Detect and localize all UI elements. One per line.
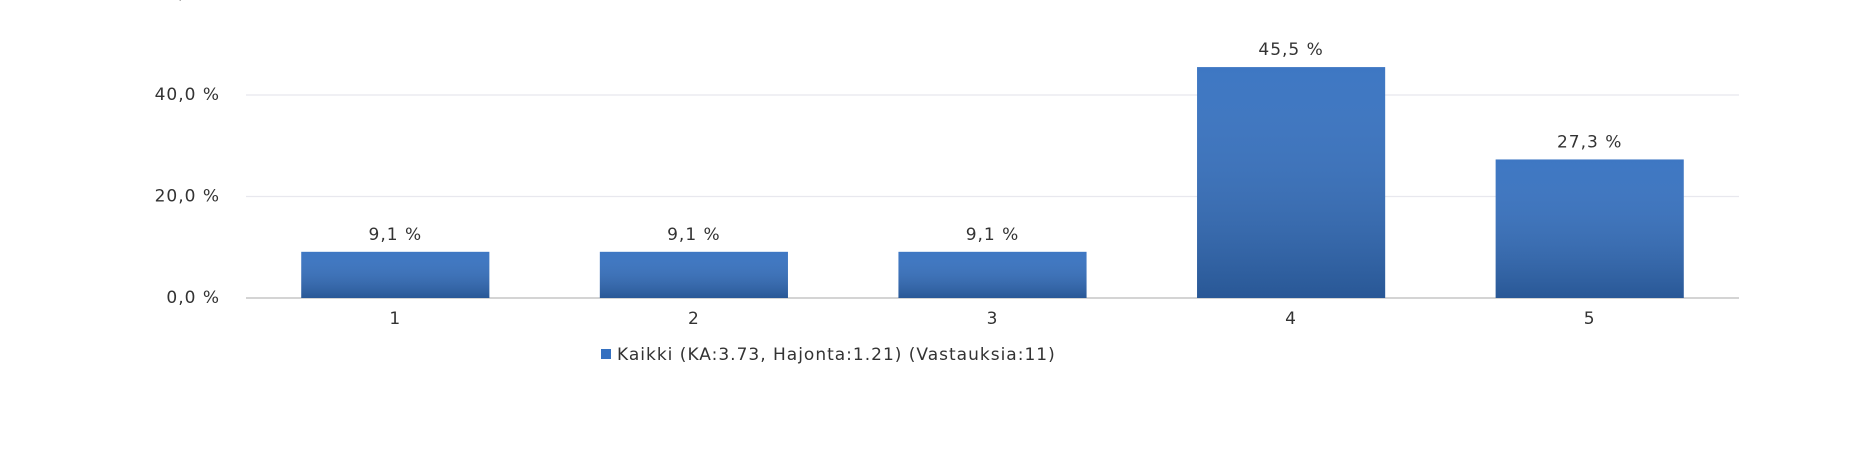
bar-shade xyxy=(599,251,788,298)
bar-shade xyxy=(301,251,490,298)
y-tick-label: 40,0 % xyxy=(155,85,220,105)
y-tick-label: 0,0 % xyxy=(166,288,220,308)
data-label: 9,1 % xyxy=(966,225,1020,245)
legend-label: Kaikki (KA:3.73, Hajonta:1.21) (Vastauks… xyxy=(617,345,1056,365)
data-label: 45,5 % xyxy=(1258,40,1323,60)
bar-shade xyxy=(898,251,1087,298)
bar-shade xyxy=(1495,159,1684,298)
bar-shade xyxy=(1197,67,1386,299)
x-tick-label: 4 xyxy=(1285,309,1297,329)
x-tick-label: 2 xyxy=(688,309,700,329)
data-label: 9,1 % xyxy=(369,225,423,245)
data-label: 27,3 % xyxy=(1557,132,1622,152)
y-tick-label: 20,0 % xyxy=(155,187,220,207)
data-label: 9,1 % xyxy=(667,225,721,245)
legend-marker xyxy=(601,349,611,359)
x-tick-label: 3 xyxy=(987,309,999,329)
x-tick-label: 1 xyxy=(389,309,401,329)
x-tick-label: 5 xyxy=(1584,309,1596,329)
y-tick-label: 60,0 % xyxy=(155,0,220,4)
